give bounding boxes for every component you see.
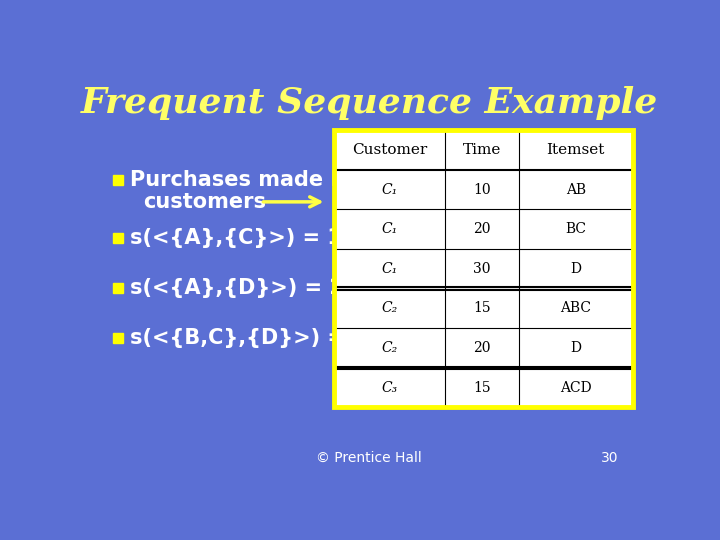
Text: ABC: ABC: [560, 301, 591, 315]
Text: 10: 10: [473, 183, 490, 197]
Text: Itemset: Itemset: [546, 143, 605, 157]
Text: C₁: C₁: [381, 262, 397, 276]
Text: s(<{B,C},{D}>) = 2/3: s(<{B,C},{D}>) = 2/3: [130, 328, 388, 348]
Text: 30: 30: [473, 262, 490, 276]
Text: 30: 30: [600, 450, 618, 464]
Text: s(<{A},{C}>) = 1/3: s(<{A},{C}>) = 1/3: [130, 228, 364, 248]
Text: C₁: C₁: [381, 222, 397, 237]
Text: customers: customers: [143, 192, 266, 212]
Bar: [113, 283, 123, 293]
Text: ACD: ACD: [560, 381, 592, 395]
Text: 20: 20: [473, 222, 490, 237]
Bar: [334, 130, 632, 408]
Text: C₂: C₂: [381, 301, 397, 315]
Bar: [334, 130, 632, 408]
Text: 15: 15: [473, 381, 490, 395]
Text: D: D: [570, 262, 581, 276]
Text: Time: Time: [463, 143, 501, 157]
Text: BC: BC: [565, 222, 586, 237]
Text: C₂: C₂: [381, 341, 397, 355]
Bar: [113, 176, 123, 185]
Text: 20: 20: [473, 341, 490, 355]
Text: AB: AB: [566, 183, 586, 197]
Bar: [113, 233, 123, 243]
Text: Purchases made by: Purchases made by: [130, 170, 359, 190]
Text: Frequent Sequence Example: Frequent Sequence Example: [81, 86, 657, 120]
Text: D: D: [570, 341, 581, 355]
Text: s(<{A},{D}>) = 2/3: s(<{A},{D}>) = 2/3: [130, 278, 366, 298]
Text: C₃: C₃: [381, 381, 397, 395]
Text: Customer: Customer: [351, 143, 427, 157]
Text: © Prentice Hall: © Prentice Hall: [316, 450, 422, 464]
Text: C₁: C₁: [381, 183, 397, 197]
Text: 15: 15: [473, 301, 490, 315]
Bar: [113, 333, 123, 343]
